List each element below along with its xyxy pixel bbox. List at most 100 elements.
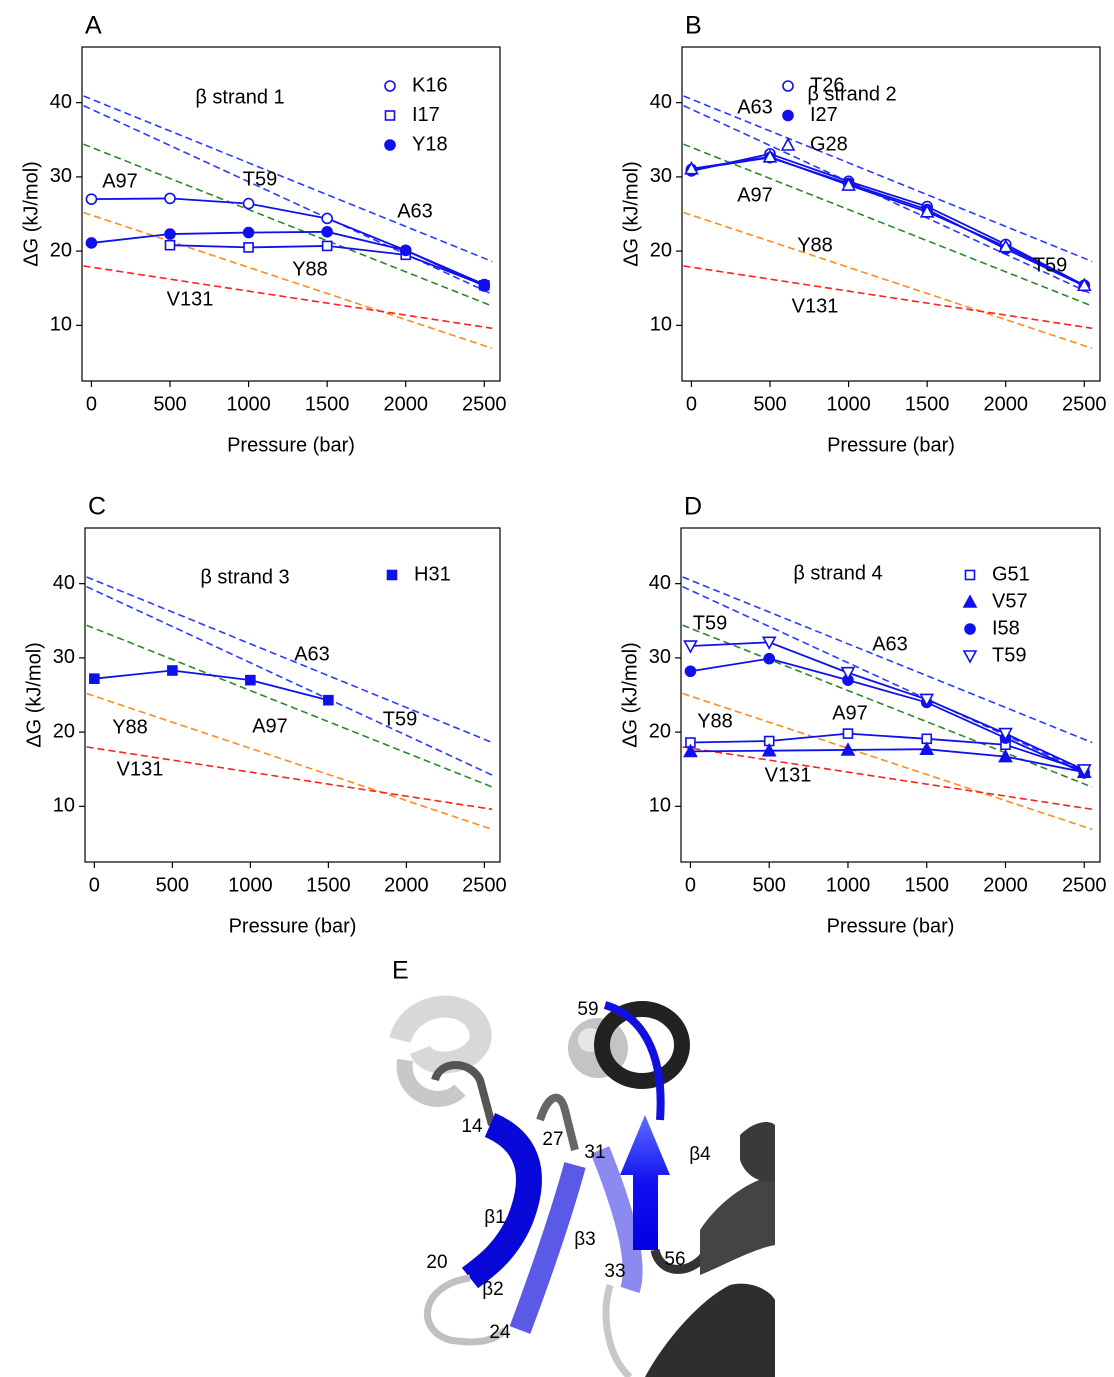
- legend-marker: [962, 650, 978, 664]
- reference-label: A63: [294, 643, 330, 665]
- fit-line: [690, 641, 1085, 771]
- legend-marker: [964, 623, 976, 635]
- plot-frame: [84, 527, 501, 863]
- y-tick-label: 30: [53, 646, 75, 668]
- legend-marker: [384, 139, 396, 151]
- reference-label: A97: [102, 170, 138, 192]
- marker: [842, 728, 854, 739]
- fit-line: [94, 669, 329, 702]
- marker: [1076, 277, 1092, 292]
- reference-label: V131: [792, 295, 839, 317]
- marker: [85, 237, 98, 249]
- residue-label: 14: [461, 1116, 483, 1137]
- marker: [243, 242, 254, 253]
- marker: [998, 727, 1013, 742]
- chart: C Pressure (bar) ΔG (kJ/mol) 0 500 1000 1500 20…: [23, 493, 506, 938]
- reference-line: [86, 576, 493, 744]
- legend-label: G28: [810, 133, 848, 155]
- legend-marker: [780, 137, 796, 151]
- legend-marker: [962, 594, 978, 608]
- x-axis-label: Pressure (bar): [827, 434, 955, 456]
- panel-title: β strand 2: [807, 83, 896, 105]
- marker: [164, 239, 176, 251]
- marker: [840, 666, 856, 681]
- marker: [321, 212, 333, 225]
- reference-label: A97: [252, 715, 288, 737]
- reference-label: T59: [1033, 254, 1067, 276]
- fit-line: [691, 156, 1085, 287]
- marker: [245, 674, 256, 686]
- panel-label: A: [85, 12, 102, 40]
- reference-line: [86, 585, 493, 776]
- reference-label: Y88: [292, 258, 328, 280]
- marker: [321, 226, 333, 238]
- y-axis-label: ΔG (kJ/mol): [620, 161, 642, 267]
- helix: [700, 1175, 775, 1275]
- legend-label: T59: [992, 644, 1026, 666]
- reference-line: [683, 104, 1093, 295]
- strand: [509, 1162, 586, 1334]
- residue-label: 59: [577, 999, 598, 1020]
- chart: D Pressure (bar) ΔG (kJ/mol) 0 500 1000 1500 20…: [619, 493, 1106, 938]
- marker: [399, 244, 412, 257]
- plot-frame: [81, 46, 501, 382]
- marker: [841, 177, 856, 191]
- strand-label: β4: [689, 1144, 711, 1165]
- reference-label: V131: [765, 764, 812, 786]
- residue-label: 24: [489, 1322, 511, 1343]
- marker: [763, 652, 776, 665]
- y-tick-label: 30: [50, 165, 72, 187]
- x-axis-label: Pressure (bar): [229, 915, 357, 937]
- x-tick-label: 0: [686, 393, 697, 415]
- x-tick-label: 2500: [1062, 874, 1107, 896]
- strand: [590, 1146, 643, 1294]
- x-tick-label: 2000: [383, 393, 428, 415]
- marker: [919, 741, 935, 755]
- marker: [761, 636, 777, 650]
- x-tick-label: 2000: [983, 393, 1028, 415]
- legend-label: Y18: [412, 133, 448, 155]
- y-axis-label: ΔG (kJ/mol): [23, 642, 45, 748]
- legend-marker: [386, 569, 398, 581]
- marker: [1076, 764, 1092, 778]
- panel-title: β strand 4: [793, 562, 882, 584]
- reference-line: [83, 143, 493, 307]
- loop: [602, 1284, 633, 1377]
- reference-label: T59: [243, 168, 277, 190]
- legend-marker: [384, 80, 396, 92]
- marker: [761, 742, 777, 757]
- legend-marker: [782, 109, 794, 122]
- y-tick-label: 20: [50, 239, 72, 261]
- strand-label: β1: [484, 1207, 506, 1228]
- y-tick-label: 20: [53, 720, 75, 742]
- y-tick-label: 40: [50, 91, 72, 113]
- reference-label: Y88: [112, 716, 148, 738]
- reference-line: [83, 95, 493, 263]
- marker: [242, 197, 255, 210]
- reference-label: A63: [872, 633, 908, 655]
- marker: [683, 743, 698, 758]
- panel-title: β strand 1: [195, 86, 284, 108]
- loop: [603, 1001, 665, 1121]
- marker: [998, 748, 1013, 763]
- reference-line: [683, 211, 1093, 350]
- fit-line: [691, 155, 1085, 287]
- loop: [536, 1093, 579, 1151]
- x-tick-label: 500: [156, 874, 189, 896]
- y-tick-label: 30: [650, 165, 672, 187]
- strand-arrow: [620, 1115, 670, 1250]
- x-tick-label: 0: [86, 393, 97, 415]
- reference-line: [86, 692, 493, 831]
- reference-label: V131: [167, 288, 214, 310]
- y-axis-label: ΔG (kJ/mol): [20, 161, 42, 267]
- reference-line: [683, 95, 1093, 263]
- x-tick-label: 2500: [462, 393, 507, 415]
- legend-label: I58: [992, 617, 1020, 639]
- residue-label: 27: [542, 1129, 563, 1150]
- reference-label: Y88: [697, 710, 733, 732]
- strand: [461, 1113, 542, 1289]
- reference-line: [682, 746, 1093, 811]
- structure-image: E 59 14 27 31 20 33 56 24 β1 β2 β3 β4: [389, 957, 776, 1377]
- residue-label: 31: [584, 1142, 605, 1163]
- y-tick-label: 10: [50, 314, 72, 336]
